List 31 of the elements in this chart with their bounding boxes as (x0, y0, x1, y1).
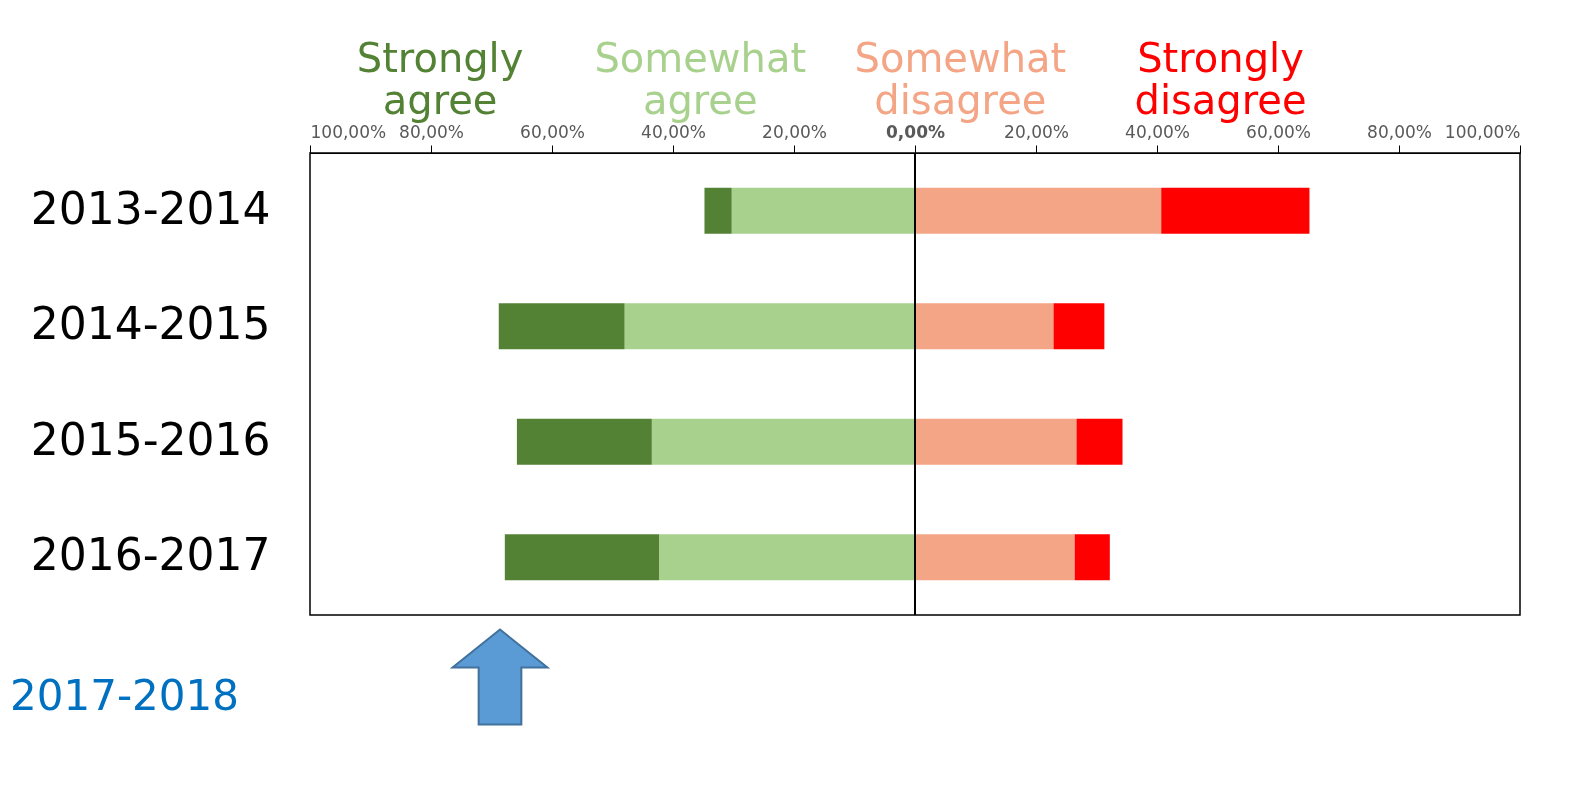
bar (1161, 187, 1310, 234)
y-tick-label: 2013-2014 (30, 182, 271, 234)
x-tick-label: 80,00% (1367, 121, 1432, 142)
text: 2017-2018 (10, 671, 239, 720)
x-tick-label: 100,00% (1444, 121, 1521, 142)
x-tick-label: 40,00% (1125, 121, 1190, 142)
bar (915, 187, 1162, 234)
bar (915, 418, 1077, 465)
x-tick-label: 100,00% (310, 121, 387, 142)
bar (624, 303, 915, 350)
bar (659, 534, 915, 581)
bar (704, 187, 732, 234)
y-tick-label: 2014-2015 (30, 298, 271, 350)
bar (1074, 534, 1110, 581)
x-tick-label: 60,00% (520, 121, 585, 142)
bar (915, 303, 1054, 350)
bar (1053, 303, 1105, 350)
x-tick-label: 60,00% (1246, 121, 1311, 142)
x-tick-label: 20,00% (1004, 121, 1069, 142)
bar (651, 418, 915, 465)
bar (731, 187, 915, 234)
y-tick-label: 2015-2016 (30, 413, 271, 465)
bar (504, 534, 660, 581)
bar (498, 303, 625, 350)
bar (516, 418, 652, 465)
x-tick-label: 20,00% (762, 121, 827, 142)
bar (915, 534, 1075, 581)
x-tick-label: 0,00% (886, 121, 945, 142)
y-tick-label: 2016-2017 (30, 529, 271, 581)
series-label: Strongly disagree (1134, 35, 1307, 123)
bar (1076, 418, 1123, 465)
